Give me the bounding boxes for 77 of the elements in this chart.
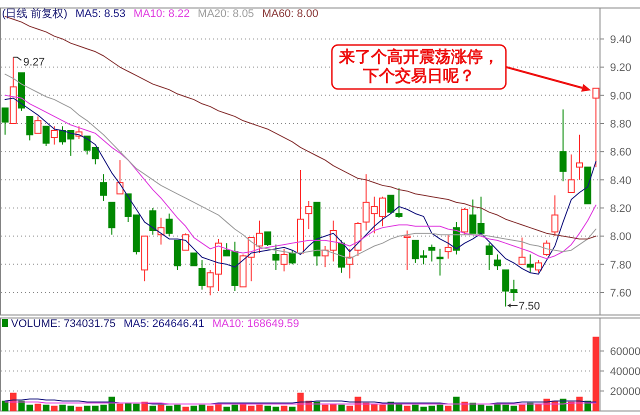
text: MA60: 8.00 [262, 8, 318, 20]
candlestick [568, 154, 575, 193]
bar [76, 406, 82, 412]
annotation: 9.27 [23, 56, 45, 68]
candlestick [34, 116, 42, 134]
bar [453, 396, 460, 412]
candlestick [534, 260, 542, 274]
y-tick-label: 60000 [610, 346, 640, 358]
annotation: 来了个高开震荡涨停，下个交易日呢？ [338, 47, 499, 85]
candlestick [272, 244, 280, 270]
text: MA10: 8.22 [134, 8, 190, 20]
bar [2, 400, 8, 412]
candlestick [50, 126, 58, 146]
bar [42, 404, 50, 412]
candlestick [305, 200, 312, 230]
y-tick-label: 7.80 [610, 259, 632, 272]
candlestick [494, 254, 501, 270]
annotation: 7.50 [518, 300, 540, 313]
candlestick [338, 240, 346, 274]
candlestick [100, 174, 108, 202]
chart-title: (日线 前复权) [2, 7, 68, 20]
text: MA5: 8.53 [75, 8, 126, 20]
bar [51, 406, 58, 412]
bar [116, 404, 124, 412]
candlestick [395, 188, 402, 218]
y-tick-label: 9.00 [610, 90, 632, 102]
candlestick [444, 234, 452, 260]
bar [150, 406, 156, 412]
bar [518, 404, 526, 412]
bar [404, 406, 410, 412]
candlestick [486, 242, 493, 270]
candlestick [280, 248, 288, 272]
candlestick [264, 231, 272, 246]
y-tick-label: 8.60 [610, 146, 632, 159]
candlestick [42, 126, 50, 147]
text: MA20: 8.05 [198, 8, 254, 20]
bar [289, 406, 296, 412]
candlestick [288, 250, 296, 265]
candlestick [166, 213, 173, 237]
y-tick-label: 9.20 [610, 62, 632, 74]
bar [182, 406, 189, 412]
y-tick-label: 7.60 [610, 287, 632, 300]
candlestick [526, 254, 534, 274]
candlestick [198, 260, 206, 290]
candlestick [116, 160, 124, 194]
y-tick-label: 8.20 [610, 202, 632, 215]
legend-label: VOLUME: 734031.75 [11, 318, 116, 330]
candlestick [518, 237, 526, 265]
candlestick [543, 240, 550, 256]
y-tick-label: 20000 [610, 386, 640, 398]
bar [158, 404, 164, 412]
text: MA5: 264646.41 [124, 318, 204, 330]
candlestick [551, 194, 558, 237]
bar [338, 404, 345, 412]
candlestick [149, 207, 156, 236]
bar [280, 406, 288, 412]
candlestick [428, 244, 436, 262]
candlestick [461, 207, 468, 236]
callout: 来了个高开震荡涨停，下个交易日呢？ [331, 44, 507, 90]
y-tick-label: 8.80 [610, 118, 632, 130]
candlestick [576, 134, 583, 180]
text: MA10: 168649.59 [212, 318, 300, 330]
bar [592, 336, 600, 412]
bar [444, 406, 452, 412]
candlestick [404, 230, 411, 270]
y-tick-label: 9.40 [610, 34, 632, 46]
candlestick [560, 108, 567, 182]
y-tick-label: 40000 [610, 366, 640, 378]
y-tick-label: 8.00 [610, 231, 632, 244]
bar [412, 404, 419, 412]
candlestick [26, 116, 34, 141]
candlestick [190, 252, 198, 266]
candlestick [2, 107, 9, 136]
candlestick [182, 232, 190, 251]
candlestick [387, 194, 394, 214]
y-tick-label: 8.40 [610, 174, 632, 187]
bar [34, 404, 42, 412]
